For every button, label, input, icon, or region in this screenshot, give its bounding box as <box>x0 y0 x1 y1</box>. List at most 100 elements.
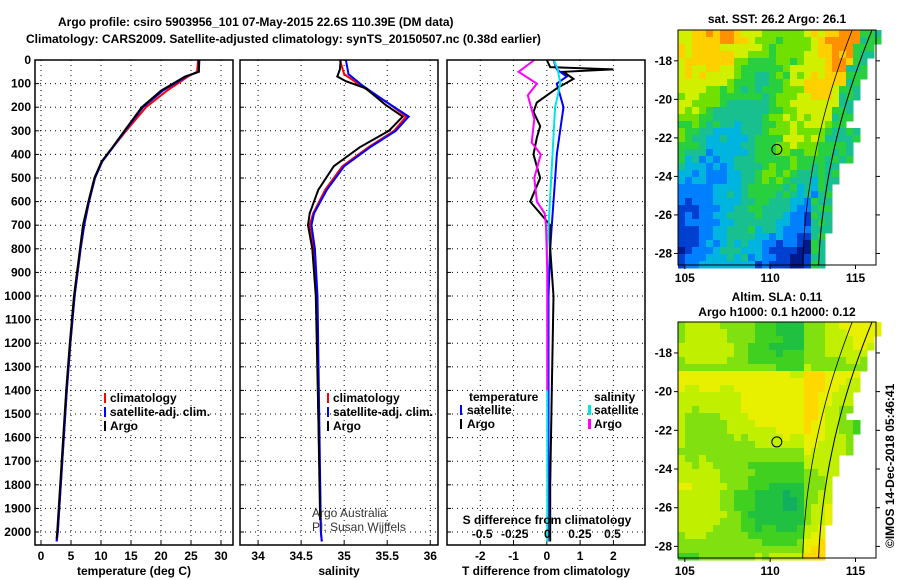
map-cell <box>734 233 742 241</box>
map-cell <box>769 135 777 143</box>
map-cell <box>832 455 840 463</box>
map-cell <box>720 128 728 136</box>
map-cell <box>678 240 686 248</box>
map-cell <box>776 170 784 178</box>
map-cell <box>769 240 777 248</box>
map-cell <box>825 476 833 484</box>
map-cell <box>741 392 749 400</box>
map-cell <box>762 364 770 372</box>
map-cell <box>748 93 756 101</box>
map-cell <box>846 107 854 115</box>
map-cell <box>811 233 819 241</box>
series-line-climatology <box>55 59 200 542</box>
map-cell <box>699 336 707 344</box>
map-cell <box>727 553 735 561</box>
x-axis-label: temperature (deg C) <box>77 564 191 578</box>
map-cell <box>867 336 875 344</box>
map-cell <box>832 170 840 178</box>
map-cell <box>839 350 847 358</box>
map-cell <box>692 518 700 526</box>
map-cell <box>692 37 700 45</box>
map-cell <box>762 135 770 143</box>
map-cell <box>706 546 714 554</box>
map-cell <box>776 254 784 262</box>
map-cell <box>678 58 686 66</box>
map-cell <box>811 553 819 561</box>
map-cell <box>811 79 819 87</box>
argo-location-marker <box>771 436 783 448</box>
map-cell <box>741 336 749 344</box>
map-cell <box>713 198 721 206</box>
map-cell <box>713 219 721 227</box>
map-cell <box>825 128 833 136</box>
map-cell <box>825 497 833 505</box>
map-cell <box>804 128 812 136</box>
map-cell <box>755 198 763 206</box>
map-cell <box>790 420 798 428</box>
map-cell <box>699 240 707 248</box>
map-cell <box>811 525 819 533</box>
legend-label-s-argo: Argo <box>594 417 622 431</box>
map-cell <box>804 343 812 351</box>
lat-tick-label: -24 <box>655 169 673 183</box>
map-cell <box>846 58 854 66</box>
map-cell <box>804 65 812 73</box>
map-cell <box>713 44 721 52</box>
map-cell <box>776 198 784 206</box>
map-cell <box>678 107 686 115</box>
map-cell <box>804 107 812 115</box>
map-cell <box>685 413 693 421</box>
map-cell <box>776 44 784 52</box>
x-tick-label: 10 <box>94 549 108 563</box>
map-cell <box>713 399 721 407</box>
map-frame <box>677 29 877 266</box>
map-cell <box>769 476 777 484</box>
map-cell <box>755 254 763 262</box>
map-cell <box>832 93 840 101</box>
map-cell <box>783 406 791 414</box>
map-cell <box>741 142 749 150</box>
map-cell <box>678 364 686 372</box>
map-cell <box>783 79 791 87</box>
map-title: sat. SST: 26.2 Argo: 26.1 <box>708 12 847 26</box>
map-cell <box>699 483 707 491</box>
map-cell <box>825 184 833 192</box>
map-cell <box>762 79 770 87</box>
map-cell <box>741 364 749 372</box>
map-cell <box>776 399 784 407</box>
map-cell <box>790 240 798 248</box>
map-cell <box>790 156 798 164</box>
map-cell <box>832 357 840 365</box>
map-cell <box>811 511 819 519</box>
map-cell <box>804 191 812 199</box>
map-cell <box>706 184 714 192</box>
map-cell <box>797 462 805 470</box>
map-cell <box>804 322 812 330</box>
map-cell <box>748 198 756 206</box>
map-cell <box>734 490 742 498</box>
map-cell <box>692 114 700 122</box>
map-cell <box>755 30 763 38</box>
map-cell <box>699 553 707 561</box>
map-cell <box>699 212 707 220</box>
map-cell <box>769 79 777 87</box>
map-cell <box>811 469 819 477</box>
map-cell <box>755 476 763 484</box>
map-cell <box>706 100 714 108</box>
map-cell <box>748 135 756 143</box>
map-cell <box>678 212 686 220</box>
map-cell <box>706 44 714 52</box>
map-cell <box>783 163 791 171</box>
map-cell <box>748 240 756 248</box>
map-cell <box>741 322 749 330</box>
map-cell <box>783 58 791 66</box>
map-cell <box>678 511 686 519</box>
map-cell <box>797 72 805 80</box>
map-cell <box>755 420 763 428</box>
map-cell <box>678 44 686 52</box>
map-cell <box>734 427 742 435</box>
map-cell <box>741 37 749 45</box>
map-cell <box>741 469 749 477</box>
map-cell <box>790 121 798 129</box>
map-cell <box>790 336 798 344</box>
